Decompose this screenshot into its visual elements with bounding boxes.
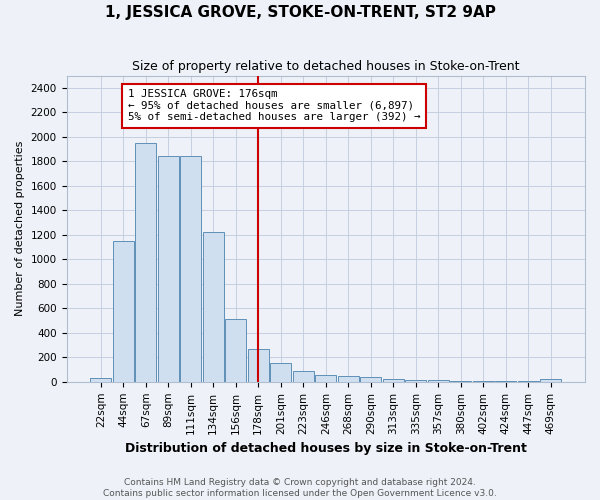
Bar bbox=[180, 156, 202, 382]
Text: Contains HM Land Registry data © Crown copyright and database right 2024.
Contai: Contains HM Land Registry data © Crown c… bbox=[103, 478, 497, 498]
Bar bbox=[270, 363, 292, 382]
Bar bbox=[473, 380, 494, 382]
Bar bbox=[540, 380, 562, 382]
Bar bbox=[338, 376, 359, 382]
X-axis label: Distribution of detached houses by size in Stoke-on-Trent: Distribution of detached houses by size … bbox=[125, 442, 527, 455]
Bar bbox=[383, 380, 404, 382]
Bar bbox=[428, 380, 449, 382]
Bar bbox=[450, 380, 472, 382]
Bar bbox=[495, 381, 517, 382]
Bar bbox=[248, 348, 269, 382]
Text: 1, JESSICA GROVE, STOKE-ON-TRENT, ST2 9AP: 1, JESSICA GROVE, STOKE-ON-TRENT, ST2 9A… bbox=[104, 5, 496, 20]
Text: 1 JESSICA GROVE: 176sqm
← 95% of detached houses are smaller (6,897)
5% of semi-: 1 JESSICA GROVE: 176sqm ← 95% of detache… bbox=[128, 89, 420, 122]
Bar bbox=[405, 380, 427, 382]
Bar bbox=[360, 377, 382, 382]
Bar bbox=[158, 156, 179, 382]
Y-axis label: Number of detached properties: Number of detached properties bbox=[15, 141, 25, 316]
Bar bbox=[113, 241, 134, 382]
Title: Size of property relative to detached houses in Stoke-on-Trent: Size of property relative to detached ho… bbox=[132, 60, 520, 73]
Bar bbox=[315, 375, 337, 382]
Bar bbox=[518, 381, 539, 382]
Bar bbox=[293, 371, 314, 382]
Bar bbox=[203, 232, 224, 382]
Bar bbox=[225, 320, 247, 382]
Bar bbox=[135, 143, 157, 382]
Bar bbox=[90, 378, 112, 382]
